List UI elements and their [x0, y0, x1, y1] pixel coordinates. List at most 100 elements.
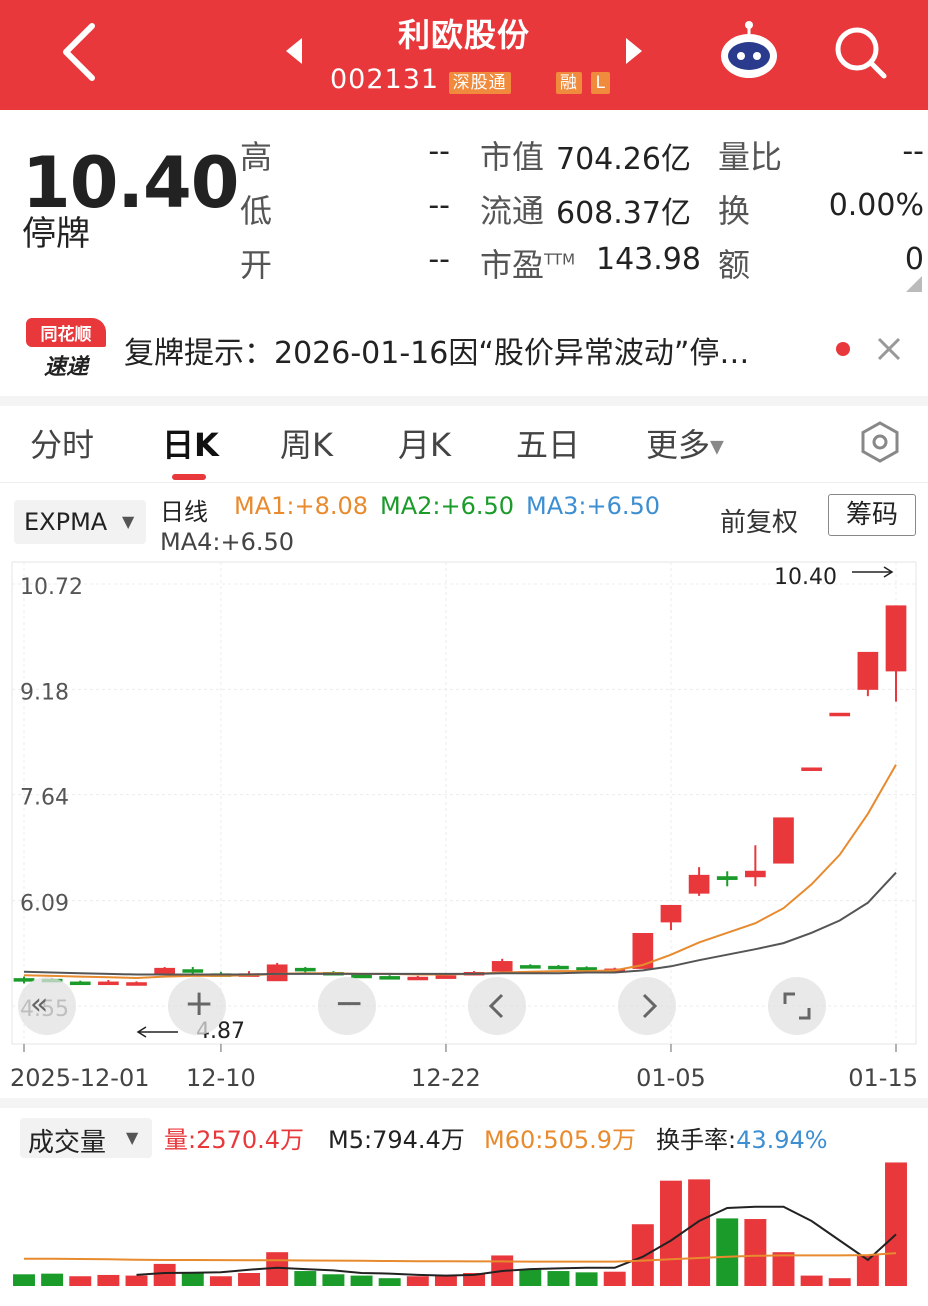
candlesticks — [13, 605, 907, 986]
ma1-label: MA1:+8.08 — [234, 492, 369, 520]
adjust-mode[interactable]: 前复权 — [720, 508, 799, 538]
ths-express-logo: 同花顺 速递 — [26, 318, 106, 382]
volume-bar — [575, 1272, 598, 1286]
volume-bar — [434, 1274, 457, 1286]
price-tick-label: 9.18 — [20, 680, 69, 705]
volume-bar — [41, 1273, 64, 1286]
section-divider — [0, 396, 928, 406]
tab-more[interactable]: 更多▼ — [646, 426, 724, 464]
volume-bar — [519, 1269, 542, 1286]
open-value: -- — [428, 242, 450, 277]
low-value: -- — [428, 188, 450, 223]
expma-long-line — [23, 871, 897, 976]
candle-body — [98, 981, 119, 986]
price-axis-labels: 10.729.187.646.094.55 — [20, 575, 83, 1022]
zoom-out-button[interactable]: « — [18, 977, 76, 1035]
fullscreen-icon — [783, 992, 811, 1020]
volume-bar — [885, 1162, 907, 1286]
zoom-in-button[interactable]: + — [168, 977, 226, 1035]
candle-body — [773, 817, 794, 864]
double-chevron-left-icon: « — [30, 987, 49, 1022]
m60-line — [24, 1252, 897, 1263]
volume-chart[interactable] — [0, 1160, 928, 1300]
volume-bar — [97, 1274, 120, 1286]
date-tick-label: 01-05 — [636, 1064, 706, 1092]
tab-five-day[interactable]: 五日 — [516, 426, 581, 464]
date-tick-label: 12-10 — [186, 1064, 256, 1092]
candle-body — [688, 874, 710, 894]
ma4-label: MA4:+6.50 — [160, 528, 295, 556]
volume-bar — [406, 1276, 429, 1286]
turnover-value: 0.00% — [828, 188, 924, 223]
price-tick-label: 10.72 — [20, 575, 83, 600]
volume-bars — [13, 1162, 907, 1286]
resume-notice-text: 复牌提示：2026-01-16因“股价异常波动”停… — [124, 336, 750, 371]
volume-bar — [547, 1271, 570, 1286]
volume-bar — [856, 1254, 879, 1286]
date-tick-label: 01-15 — [848, 1064, 918, 1092]
stock-name: 利欧股份 — [397, 16, 530, 54]
unread-dot — [836, 342, 850, 356]
header-bar: 利欧股份 002131 深股通 融 L — [0, 0, 928, 110]
max-price-marker: 10.40 — [774, 565, 894, 590]
tab-monthly-k[interactable]: 月K — [398, 426, 451, 464]
caret-down-icon: ▼ — [122, 512, 135, 531]
tab-intraday[interactable]: 分时 — [30, 426, 95, 464]
candle-body — [294, 967, 316, 972]
candle-body — [576, 967, 597, 971]
notice-bar[interactable]: 同花顺 速递 复牌提示：2026-01-16因“股价异常波动”停… — [0, 300, 928, 396]
volume-bar — [688, 1179, 711, 1286]
chips-button[interactable]: 筹码 — [828, 494, 916, 536]
candle-body — [660, 904, 682, 923]
volume-bar — [350, 1275, 373, 1286]
date-tick-label: 2025-12-01 — [10, 1064, 149, 1092]
stock-code: 002131 — [330, 64, 440, 95]
low-label: 低 — [240, 192, 273, 230]
fullscreen-button[interactable] — [768, 977, 826, 1035]
zoom-reduce-button[interactable]: − — [318, 977, 376, 1035]
sgt-badge: 深股通 — [448, 72, 511, 94]
search-icon[interactable] — [832, 24, 888, 80]
prev-stock-icon[interactable] — [284, 36, 304, 66]
tab-daily-k[interactable]: 日K — [162, 426, 219, 464]
plus-icon: + — [184, 983, 215, 1024]
volume-bar — [294, 1271, 317, 1286]
candle-body — [548, 965, 569, 970]
caret-down-icon: ▼ — [126, 1128, 139, 1147]
volume-indicator-selector[interactable]: 成交量 ▼ — [20, 1118, 152, 1158]
volume-bar — [631, 1224, 654, 1286]
volume-bar — [800, 1275, 823, 1286]
robot-assistant-icon[interactable] — [718, 20, 780, 82]
next-stock-icon[interactable] — [624, 36, 644, 66]
float-cap-label: 流通 — [480, 192, 545, 230]
candle-body — [491, 961, 513, 972]
high-label: 高 — [240, 138, 273, 176]
float-cap-value: 608.37亿 — [556, 196, 691, 231]
volume-bar — [69, 1276, 92, 1286]
volume-bar — [13, 1274, 35, 1286]
date-tick-label: 12-22 — [411, 1064, 481, 1092]
tabs-divider — [0, 482, 928, 483]
section-divider — [0, 1098, 928, 1108]
candle-body — [519, 965, 541, 969]
scroll-right-button[interactable] — [618, 977, 676, 1035]
stock-code-row: 002131 深股通 融 L — [330, 64, 610, 95]
volume-value-label: 量:2570.4万 — [164, 1126, 305, 1154]
candle-body — [435, 975, 457, 979]
price-gridlines — [12, 562, 916, 1044]
hexagon-settings-icon[interactable] — [858, 420, 902, 464]
chevron-left-icon[interactable] — [58, 22, 98, 82]
market-cap-label: 市值 — [480, 138, 545, 176]
close-icon[interactable] — [876, 336, 902, 362]
candle-body — [632, 933, 654, 969]
m60-label: M60:505.9万 — [484, 1126, 637, 1154]
market-cap-value: 704.26亿 — [556, 142, 691, 177]
expand-corner-icon[interactable] — [906, 276, 922, 292]
pe-value: 143.98 — [596, 242, 701, 277]
volume-bar — [603, 1271, 626, 1286]
candle-body — [154, 967, 175, 975]
indicator-selector[interactable]: EXPMA ▼ — [14, 500, 146, 544]
turnover-label: 换 — [718, 192, 751, 230]
tab-weekly-k[interactable]: 周K — [280, 426, 333, 464]
scroll-left-button[interactable] — [468, 977, 526, 1035]
